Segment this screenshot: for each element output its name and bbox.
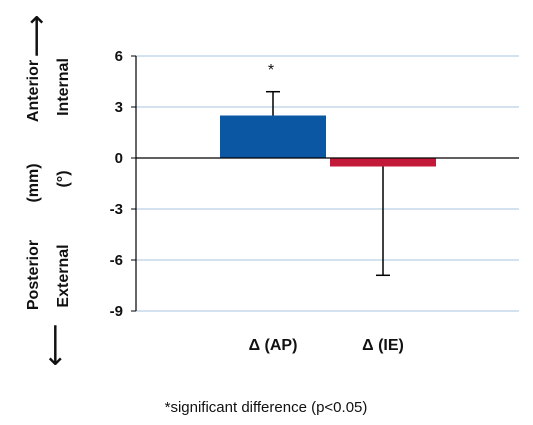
- y-tick-label-2: 0: [115, 150, 123, 167]
- footnote: *significant difference (p<0.05): [165, 399, 368, 416]
- y-tick-label-4: -6: [110, 252, 123, 269]
- y-label-degree: (°): [55, 170, 72, 187]
- y-label-mm: (mm): [25, 163, 42, 202]
- y-label-internal: Internal: [55, 58, 72, 116]
- x-tick-label-ap: Δ (AP): [249, 337, 298, 354]
- bar-0: [220, 115, 326, 158]
- y-tick-label-0: 6: [115, 48, 123, 65]
- bar-1: [330, 158, 436, 167]
- significance-star: *: [268, 62, 274, 79]
- y-tick-label-5: -9: [110, 303, 123, 320]
- arrow-up-icon: ⟶: [20, 14, 53, 57]
- y-label-anterior: Anterior: [25, 60, 42, 122]
- y-tick-label-3: -3: [110, 201, 123, 218]
- arrow-down-icon: ⟶: [39, 323, 72, 366]
- y-tick-label-1: 3: [115, 99, 123, 116]
- x-tick-label-ie: Δ (IE): [362, 337, 404, 354]
- y-label-posterior: Posterior: [25, 240, 42, 310]
- y-label-external: External: [55, 244, 72, 307]
